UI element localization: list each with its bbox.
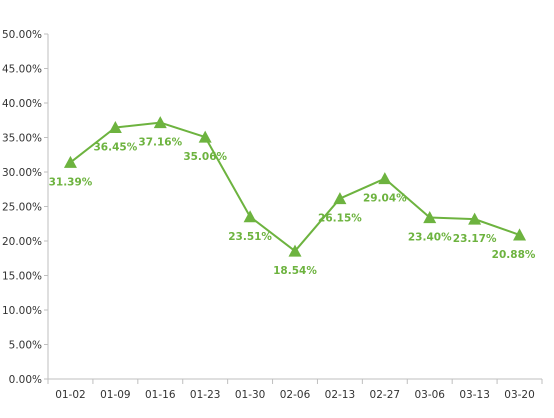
y-tick-label: 15.00% bbox=[2, 271, 42, 283]
data-label: 36.45% bbox=[93, 141, 137, 153]
x-tick-label: 03-20 bbox=[504, 389, 535, 401]
data-point-marker bbox=[288, 244, 302, 257]
y-tick-label: 40.00% bbox=[2, 98, 42, 110]
data-point-marker bbox=[468, 212, 482, 225]
x-tick-label: 02-13 bbox=[325, 389, 356, 401]
data-point-marker bbox=[333, 192, 347, 205]
y-axis: 0.00% 5.00% 10.00% 15.00% 20.00% 25.00% 30.00%… bbox=[2, 29, 49, 386]
series-line-group bbox=[63, 116, 527, 257]
data-point-marker bbox=[423, 211, 437, 224]
y-tick-label: 5.00% bbox=[9, 340, 42, 352]
data-point-marker bbox=[63, 155, 77, 168]
data-label: 29.04% bbox=[363, 193, 407, 205]
x-axis: 01-02 01-09 01-16 01-23 01-30 02-06 02-13 02-27… bbox=[47, 378, 543, 401]
data-point-marker bbox=[243, 210, 257, 223]
data-label: 18.54% bbox=[273, 265, 317, 277]
data-point-marker bbox=[378, 172, 392, 185]
y-tick-label: 25.00% bbox=[2, 202, 42, 214]
x-tick-label: 02-27 bbox=[370, 389, 401, 401]
x-tick-label: 01-30 bbox=[235, 389, 266, 401]
y-tick-label: 50.00% bbox=[2, 29, 42, 41]
y-tick-label: 20.00% bbox=[2, 236, 42, 248]
data-label: 26.15% bbox=[318, 213, 362, 225]
data-label: 23.51% bbox=[228, 231, 272, 243]
data-label: 35.06% bbox=[183, 151, 227, 163]
data-point-marker bbox=[108, 120, 122, 134]
data-label: 31.39% bbox=[49, 176, 93, 188]
y-tick-label: 30.00% bbox=[2, 167, 42, 179]
data-label: 23.17% bbox=[453, 233, 497, 245]
x-tick-label: 01-16 bbox=[145, 389, 176, 401]
data-label: 37.16% bbox=[138, 137, 182, 149]
data-label: 23.40% bbox=[408, 232, 452, 244]
data-label: 20.88% bbox=[492, 249, 536, 261]
y-tick-label: 10.00% bbox=[2, 305, 42, 317]
x-tick-label: 03-06 bbox=[414, 389, 445, 401]
data-label-group: 31.39% 36.45% 37.16%35.06% 23.51% 18.54% 26.1… bbox=[49, 137, 536, 277]
y-tick-label: 45.00% bbox=[2, 64, 42, 76]
x-tick-label: 01-23 bbox=[190, 389, 221, 401]
x-tick-label: 01-02 bbox=[55, 389, 86, 401]
y-tick-label: 0.00% bbox=[9, 374, 42, 386]
x-tick-label: 02-06 bbox=[280, 389, 311, 401]
data-point-marker bbox=[513, 228, 527, 241]
data-point-marker bbox=[153, 116, 167, 129]
x-tick-label: 03-13 bbox=[459, 389, 490, 401]
data-point-marker bbox=[198, 130, 212, 143]
y-tick-label: 35.00% bbox=[2, 133, 42, 145]
x-tick-label: 01-09 bbox=[100, 389, 131, 401]
